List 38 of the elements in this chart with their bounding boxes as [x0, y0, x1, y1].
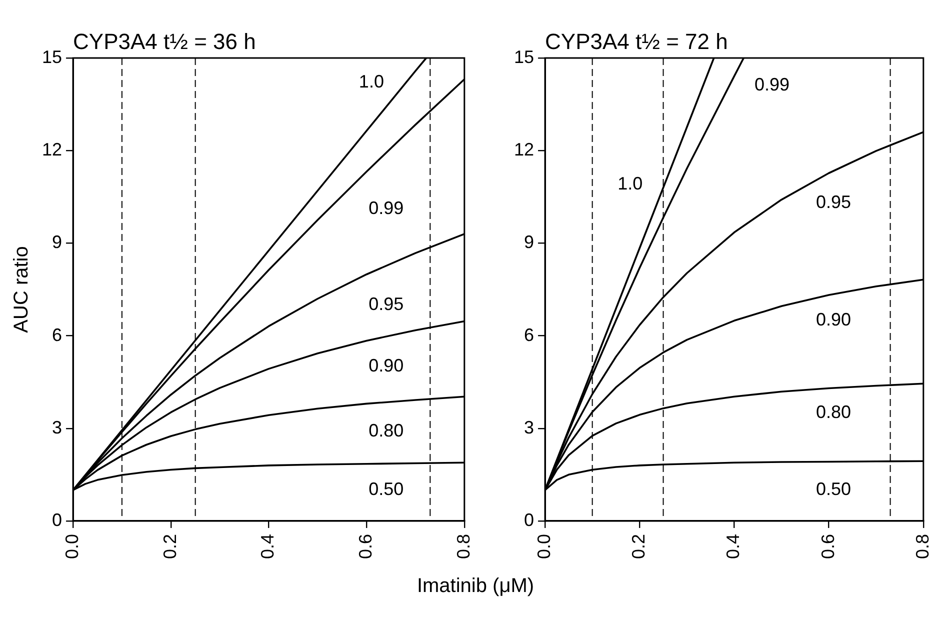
y-tick-label: 6 [52, 324, 62, 345]
series-label: 0.95 [816, 192, 852, 212]
y-tick-label: 15 [514, 46, 534, 67]
series-label: 0.90 [368, 356, 404, 376]
series-label: 0.99 [368, 198, 404, 218]
x-tick-label: 0.4 [723, 534, 744, 560]
y-tick-label: 15 [42, 46, 62, 67]
series-label: 0.50 [816, 479, 852, 500]
y-tick-label: 3 [524, 417, 534, 438]
series-label: 0.95 [368, 294, 404, 314]
x-tick-label: 0.8 [912, 534, 932, 560]
y-axis-title: AUC ratio [10, 246, 33, 333]
series-label: 0.80 [816, 402, 852, 422]
series-label: 0.50 [368, 479, 404, 500]
y-tick-label: 9 [52, 232, 62, 252]
y-tick-label: 9 [524, 232, 534, 252]
series-label: 0.80 [368, 420, 404, 440]
x-tick-label: 0.0 [62, 534, 82, 560]
series-label: 0.90 [816, 309, 852, 330]
x-tick-label: 0.6 [356, 534, 376, 560]
x-tick-label: 0.2 [628, 534, 649, 560]
x-tick-label: 0.2 [160, 534, 180, 560]
chart-title: CYP3A4 t½ = 36 h [73, 29, 256, 54]
x-tick-label: 0.0 [534, 534, 554, 560]
x-tick-label: 0.4 [258, 534, 278, 560]
series-label: 1.0 [618, 174, 643, 194]
chart-title: CYP3A4 t½ = 72 h [545, 29, 728, 54]
y-tick-label: 3 [52, 417, 62, 438]
y-tick-label: 0 [52, 510, 62, 530]
x-tick-label: 0.8 [453, 534, 474, 560]
y-tick-label: 12 [42, 140, 62, 160]
series-label: 0.99 [754, 74, 790, 95]
y-tick-label: 12 [514, 140, 534, 160]
y-tick-label: 0 [524, 510, 534, 530]
x-axis-title: Imatinib (μM) [416, 575, 536, 598]
y-tick-label: 6 [524, 324, 534, 345]
series-label: 1.0 [358, 72, 384, 92]
x-tick-label: 0.6 [818, 534, 838, 560]
